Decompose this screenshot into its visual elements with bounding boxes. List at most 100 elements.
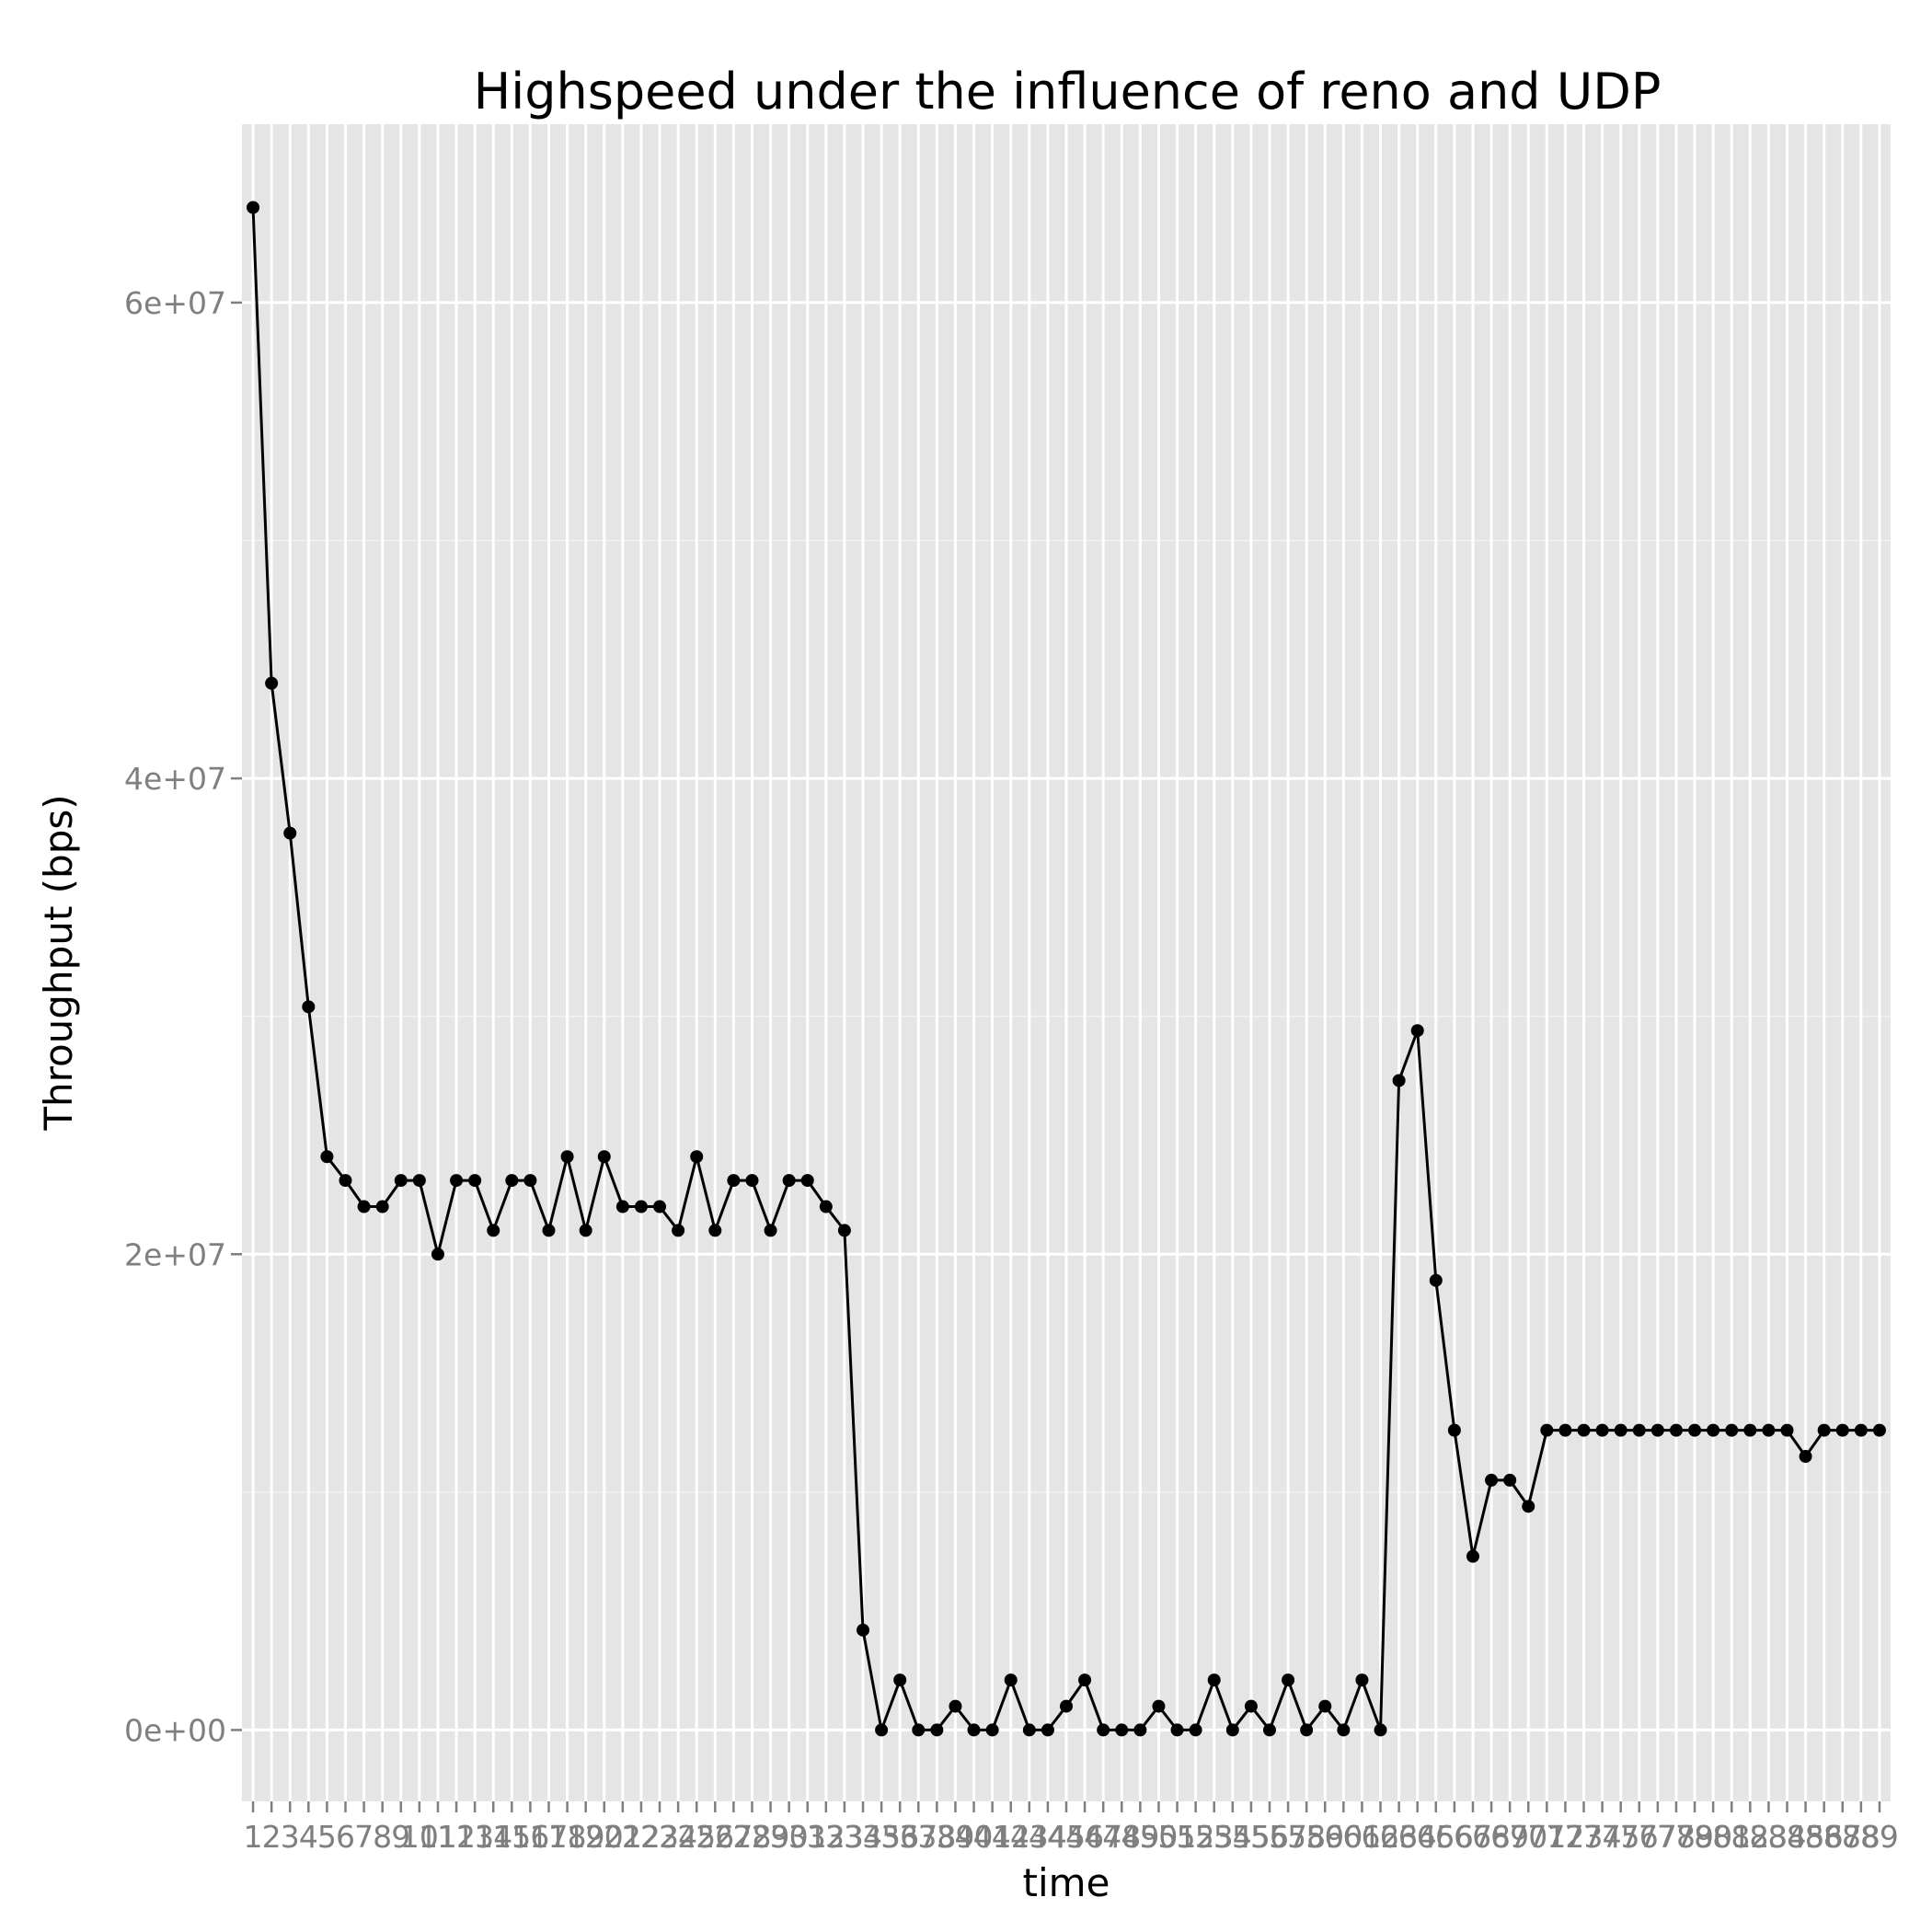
chart-title: Highspeed under the influence of reno an…	[474, 63, 1662, 121]
data-point	[450, 1174, 464, 1188]
x-tick-label: 55	[1232, 1819, 1271, 1855]
data-point	[1447, 1423, 1461, 1437]
data-point	[745, 1174, 759, 1188]
x-tick-label: 34	[844, 1819, 882, 1855]
data-point	[302, 1000, 316, 1014]
data-point	[1300, 1723, 1314, 1737]
x-tick-label: 52	[1177, 1819, 1215, 1855]
x-tick-label: 47	[1084, 1819, 1122, 1855]
x-tick-label: 6	[336, 1819, 355, 1855]
x-tick-label: 1	[244, 1819, 263, 1855]
x-tick-label: 33	[825, 1819, 864, 1855]
x-tick-label: 58	[1287, 1819, 1326, 1855]
x-tick-label: 64	[1398, 1819, 1437, 1855]
data-point	[857, 1623, 870, 1637]
x-tick-label: 65	[1417, 1819, 1455, 1855]
x-tick-label: 39	[936, 1819, 974, 1855]
data-point	[930, 1723, 944, 1737]
x-tick-label: 15	[492, 1819, 531, 1855]
data-point	[819, 1200, 833, 1213]
data-point	[1466, 1549, 1479, 1563]
x-tick-label: 80	[1694, 1819, 1732, 1855]
x-tick-label: 68	[1472, 1819, 1511, 1855]
data-point	[357, 1200, 371, 1213]
data-point	[800, 1174, 814, 1188]
x-tick-label: 42	[992, 1819, 1030, 1855]
x-tick-label: 56	[1250, 1819, 1289, 1855]
x-tick-label: 83	[1749, 1819, 1788, 1855]
data-point	[1632, 1423, 1646, 1437]
data-point	[560, 1150, 574, 1164]
x-tick-label: 46	[1065, 1819, 1104, 1855]
data-point	[1429, 1273, 1443, 1287]
data-point	[1522, 1500, 1535, 1513]
x-tick-label: 17	[529, 1819, 568, 1855]
data-point	[708, 1224, 722, 1237]
x-tick-label: 36	[880, 1819, 919, 1855]
x-tick-label: 23	[640, 1819, 679, 1855]
data-point	[1355, 1673, 1369, 1687]
x-tick-label: 62	[1362, 1819, 1400, 1855]
data-point	[1244, 1699, 1258, 1713]
x-tick-label: 49	[1121, 1819, 1159, 1855]
x-tick-label: 71	[1527, 1819, 1566, 1855]
x-tick-label: 86	[1805, 1819, 1844, 1855]
x-tick-label: 66	[1435, 1819, 1474, 1855]
x-axis-title: time	[1023, 1860, 1110, 1905]
x-tick-label: 27	[714, 1819, 753, 1855]
data-point	[1595, 1423, 1609, 1437]
data-point	[1707, 1423, 1720, 1437]
data-point	[1762, 1423, 1776, 1437]
x-tick-label: 82	[1731, 1819, 1769, 1855]
data-point	[487, 1224, 500, 1237]
data-point	[764, 1224, 777, 1237]
x-tick-label: 18	[548, 1819, 587, 1855]
series-layer	[247, 201, 1886, 1737]
x-tick-label: 11	[419, 1819, 457, 1855]
data-point	[837, 1224, 851, 1237]
data-point	[1577, 1423, 1591, 1437]
x-tick-label: 88	[1842, 1819, 1880, 1855]
data-point	[985, 1723, 999, 1737]
data-point	[375, 1200, 389, 1213]
data-point	[1022, 1723, 1036, 1737]
data-point	[1374, 1723, 1387, 1737]
data-point	[1060, 1699, 1073, 1713]
data-point	[431, 1248, 444, 1261]
data-point	[690, 1150, 704, 1164]
data-point	[542, 1224, 556, 1237]
data-point	[1743, 1423, 1757, 1437]
x-axis: 1 2 3 4 5 6 7 8 91011121314151617181920212223242…	[244, 1801, 1899, 1855]
data-point	[1669, 1423, 1683, 1437]
data-point	[1503, 1473, 1517, 1487]
data-point	[1225, 1723, 1239, 1737]
data-point	[1392, 1074, 1406, 1087]
x-tick-label: 22	[622, 1819, 661, 1855]
x-tick-label: 21	[604, 1819, 642, 1855]
x-tick-label: 29	[752, 1819, 790, 1855]
data-point	[912, 1723, 926, 1737]
x-tick-label: 70	[1509, 1819, 1547, 1855]
data-point	[1282, 1673, 1295, 1687]
x-tick-label: 87	[1823, 1819, 1862, 1855]
data-point	[1558, 1423, 1572, 1437]
data-point	[1262, 1723, 1276, 1737]
x-tick-label: 43	[1010, 1819, 1049, 1855]
x-tick-label: 35	[862, 1819, 901, 1855]
x-tick-label: 63	[1380, 1819, 1419, 1855]
y-tick-label: 4e+07	[124, 761, 226, 797]
data-point	[1337, 1723, 1351, 1737]
x-tick-label: 31	[788, 1819, 827, 1855]
x-tick-label: 5	[317, 1819, 337, 1855]
x-tick-label: 72	[1546, 1819, 1584, 1855]
x-tick-label: 89	[1860, 1819, 1899, 1855]
data-point	[1540, 1423, 1554, 1437]
data-point	[1725, 1423, 1739, 1437]
x-tick-label: 24	[659, 1819, 697, 1855]
x-tick-label: 76	[1620, 1819, 1659, 1855]
data-point	[1485, 1473, 1499, 1487]
x-tick-label: 79	[1675, 1819, 1714, 1855]
data-point	[1835, 1423, 1849, 1437]
data-point	[247, 201, 260, 214]
